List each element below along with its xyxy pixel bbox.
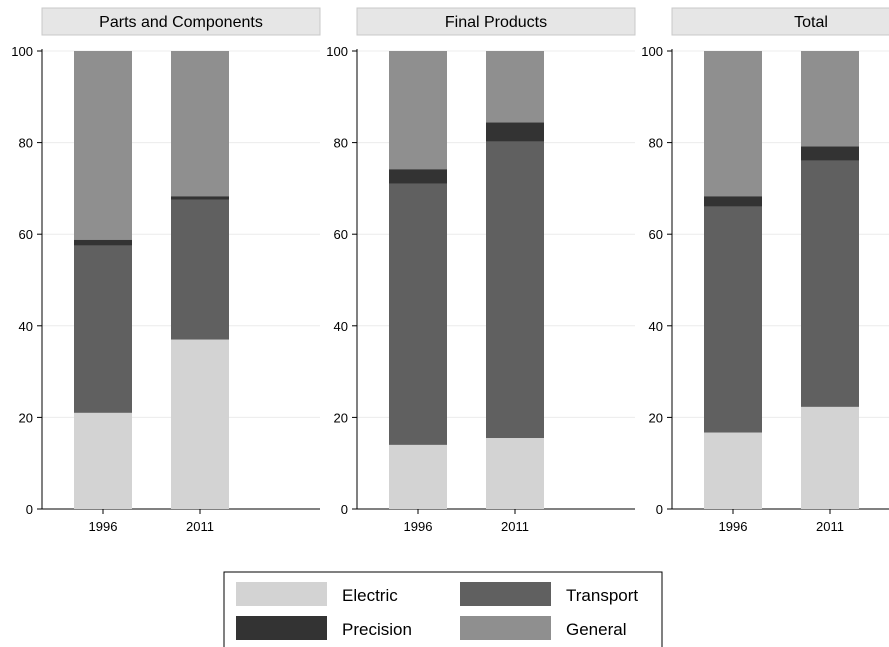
bar-segment-transport: [486, 141, 544, 439]
bar-segment-general: [801, 51, 859, 147]
bar-segment-transport: [801, 160, 859, 407]
bar-segment-general: [704, 51, 762, 197]
legend-swatch-general: [460, 616, 551, 640]
panel-title-strip: [356, 7, 636, 36]
legend-label-transport: Transport: [566, 586, 638, 605]
bar-segment-precision: [171, 196, 229, 200]
y-tick-label: 100: [326, 44, 348, 59]
bar-segment-precision: [801, 146, 859, 161]
panel-2: Total 0 20 40 60 80 100 1996 2011: [641, 7, 889, 534]
panel-0: Parts and Components 0 20 40 60 80 100 1996 2011: [11, 7, 321, 534]
bar-segment-transport: [704, 206, 762, 433]
y-tick-label: 60: [334, 227, 348, 242]
bar-segment-electric: [171, 339, 229, 509]
legend-label-precision: Precision: [342, 620, 412, 639]
panel-title: Final Products: [445, 14, 547, 31]
y-tick-label: 40: [649, 319, 663, 334]
y-tick-label: 80: [334, 136, 348, 151]
y-tick-label: 60: [649, 227, 663, 242]
bar-segment-general: [389, 51, 447, 170]
x-tick-label: 1996: [719, 519, 748, 534]
y-tick-label: 0: [341, 502, 348, 517]
panel-title-strip: [671, 7, 889, 36]
bar-segment-precision: [486, 122, 544, 142]
y-tick-label: 20: [19, 410, 33, 425]
legend-swatch-electric: [236, 582, 327, 606]
bar-segment-transport: [74, 245, 132, 413]
panel-title: Total: [794, 14, 828, 31]
y-tick-label: 20: [649, 410, 663, 425]
y-tick-label: 80: [19, 136, 33, 151]
x-tick-label: 1996: [89, 519, 118, 534]
legend-swatch-transport: [460, 582, 551, 606]
x-tick-label: 2011: [501, 519, 529, 534]
bar-segment-transport: [389, 183, 447, 445]
bar-segment-electric: [704, 432, 762, 509]
panel-title: Parts and Components: [99, 14, 263, 31]
y-tick-label: 0: [26, 502, 33, 517]
y-tick-label: 100: [11, 44, 33, 59]
bar-segment-general: [171, 51, 229, 197]
bar-segment-general: [74, 51, 132, 240]
y-tick-label: 100: [641, 44, 663, 59]
bar-segment-precision: [389, 169, 447, 184]
y-tick-label: 60: [19, 227, 33, 242]
legend-label-general: General: [566, 620, 626, 639]
y-tick-label: 40: [19, 319, 33, 334]
x-tick-label: 1996: [404, 519, 433, 534]
bar-segment-transport: [171, 199, 229, 340]
legend-swatch-precision: [236, 616, 327, 640]
legend: Electric Transport Precision General: [223, 571, 663, 647]
bar-segment-general: [486, 51, 544, 123]
bar-segment-precision: [74, 239, 132, 246]
bar-segment-electric: [389, 444, 447, 509]
y-tick-label: 80: [649, 136, 663, 151]
bar-segment-precision: [704, 196, 762, 207]
panel-1: Final Products 0 20 40 60 80 100 1996 2011: [326, 7, 636, 534]
bar-segment-electric: [74, 412, 132, 509]
y-tick-label: 0: [656, 502, 663, 517]
bar-segment-electric: [801, 406, 859, 509]
x-tick-label: 2011: [186, 519, 214, 534]
bar-segment-electric: [486, 438, 544, 509]
panel-title-strip: [41, 7, 321, 36]
x-tick-label: 2011: [816, 519, 844, 534]
y-tick-label: 40: [334, 319, 348, 334]
legend-label-electric: Electric: [342, 586, 398, 605]
y-tick-label: 20: [334, 410, 348, 425]
